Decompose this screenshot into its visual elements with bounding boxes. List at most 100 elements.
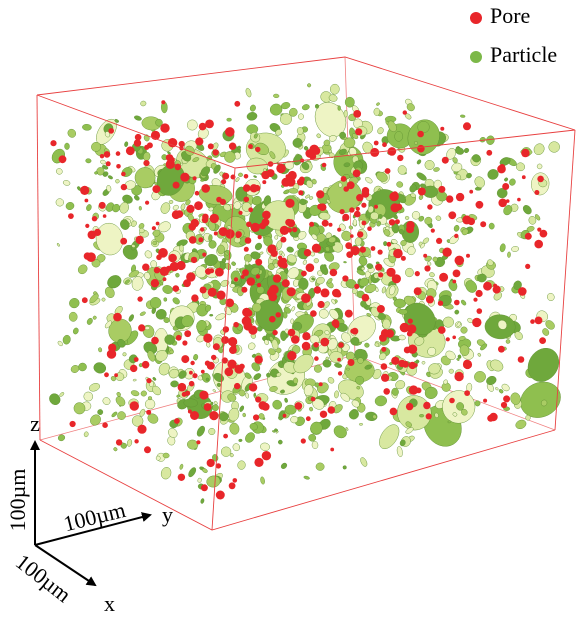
- pore: [180, 173, 189, 182]
- pore: [144, 446, 151, 453]
- pore: [341, 176, 347, 182]
- particle: [237, 460, 246, 470]
- pore: [317, 204, 323, 210]
- pore: [374, 141, 379, 146]
- particle: [312, 441, 319, 449]
- particle: [68, 296, 82, 309]
- pore: [362, 294, 370, 302]
- pore: [448, 211, 456, 219]
- particle: [357, 358, 363, 364]
- particle: [134, 115, 143, 121]
- pore: [353, 110, 361, 118]
- pore: [337, 228, 341, 232]
- particle: [145, 326, 150, 330]
- pore: [408, 345, 417, 354]
- particle: [232, 442, 241, 452]
- pore: [186, 272, 195, 281]
- pore: [517, 198, 521, 202]
- particle: [473, 370, 486, 383]
- pore: [236, 234, 240, 238]
- particle: [86, 204, 93, 212]
- pore: [302, 332, 310, 340]
- particle: [217, 245, 224, 254]
- particle: [429, 272, 435, 278]
- pore: [521, 149, 529, 157]
- pore: [319, 382, 323, 386]
- pore: [259, 401, 268, 410]
- particle: [331, 298, 337, 304]
- particle: [139, 311, 146, 317]
- particle: [463, 147, 470, 154]
- particle: [331, 423, 349, 441]
- particle: [477, 353, 481, 358]
- pore: [415, 271, 420, 276]
- pore: [176, 210, 184, 218]
- pore: [332, 319, 340, 327]
- pore: [436, 238, 442, 244]
- pore: [189, 223, 197, 231]
- particle: [453, 225, 460, 233]
- pore: [161, 100, 165, 104]
- particle: [507, 252, 511, 258]
- pore: [318, 301, 325, 308]
- pore: [314, 356, 319, 361]
- box-edge: [37, 95, 40, 440]
- particle: [343, 465, 347, 469]
- pore: [222, 173, 229, 180]
- pore: [234, 277, 238, 281]
- pore: [102, 422, 108, 428]
- particle: [495, 387, 499, 391]
- pore: [204, 403, 212, 411]
- particle: [200, 498, 204, 504]
- particle: [66, 128, 77, 139]
- particle: [76, 263, 89, 276]
- pore: [130, 401, 139, 410]
- pore: [205, 394, 209, 398]
- pore: [244, 174, 249, 179]
- pore: [540, 230, 548, 238]
- pore: [138, 324, 145, 331]
- pore: [211, 355, 216, 360]
- pore: [221, 336, 229, 344]
- particle: [140, 100, 147, 106]
- pore: [383, 388, 390, 395]
- pore: [498, 199, 507, 208]
- x-scale-label: 100µm: [11, 549, 76, 607]
- pore: [320, 411, 327, 418]
- particle: [460, 115, 465, 118]
- pore: [151, 279, 159, 287]
- pore: [121, 172, 126, 177]
- pore: [493, 284, 497, 288]
- pore: [244, 197, 250, 203]
- pore: [498, 346, 505, 353]
- particle: [140, 390, 147, 397]
- particle: [273, 94, 279, 98]
- pore: [254, 185, 260, 191]
- particle: [364, 342, 370, 348]
- pore: [397, 155, 403, 161]
- pore: [156, 222, 160, 226]
- particle: [193, 354, 198, 360]
- pore: [272, 330, 277, 335]
- pore: [534, 190, 539, 195]
- pore: [214, 232, 218, 236]
- y-label: y: [162, 502, 173, 527]
- pore: [256, 274, 260, 278]
- pore: [346, 251, 353, 258]
- particle: [212, 389, 216, 392]
- pore: [137, 296, 142, 301]
- particle: [359, 423, 363, 425]
- pore: [449, 398, 455, 404]
- pore: [94, 229, 101, 236]
- pore: [106, 161, 111, 166]
- pore: [414, 287, 422, 295]
- pore: [243, 184, 251, 192]
- pore: [255, 396, 261, 402]
- pore: [314, 286, 321, 293]
- pore: [215, 268, 224, 277]
- legend-marker: [470, 51, 482, 63]
- pore: [440, 127, 444, 131]
- pore: [116, 439, 122, 445]
- pore: [224, 367, 233, 376]
- particle: [238, 173, 243, 177]
